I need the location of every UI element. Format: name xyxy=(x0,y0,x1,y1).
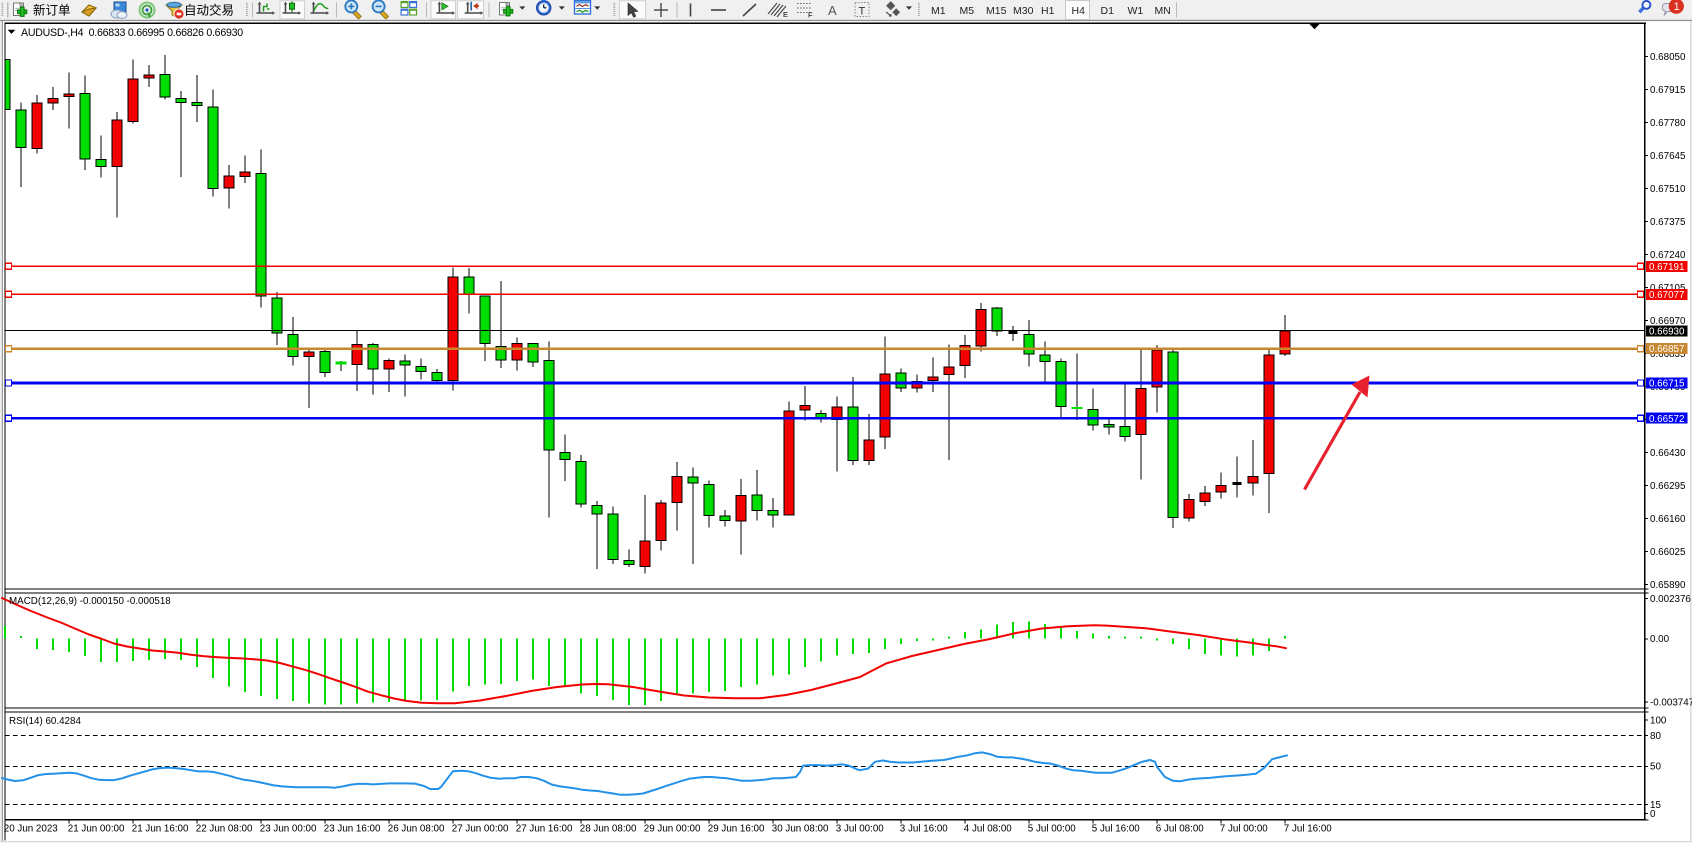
svg-text:0.65890: 0.65890 xyxy=(1650,580,1686,591)
svg-text:M30: M30 xyxy=(1013,5,1034,17)
svg-text:15: 15 xyxy=(1650,800,1661,811)
svg-text:0.67375: 0.67375 xyxy=(1650,217,1686,228)
svg-text:D1: D1 xyxy=(1101,5,1115,17)
svg-text:5 Jul 16:00: 5 Jul 16:00 xyxy=(1092,824,1140,835)
svg-text:29 Jun 16:00: 29 Jun 16:00 xyxy=(708,824,765,835)
svg-text:MN: MN xyxy=(1155,5,1171,17)
svg-text:80: 80 xyxy=(1650,731,1661,742)
svg-text:T: T xyxy=(859,6,866,18)
svg-text:0.66430: 0.66430 xyxy=(1650,448,1686,459)
svg-text:0.00: 0.00 xyxy=(1650,634,1670,645)
svg-text:0.66572: 0.66572 xyxy=(1649,414,1684,425)
svg-text:0.68050: 0.68050 xyxy=(1650,52,1686,63)
svg-text:0.67915: 0.67915 xyxy=(1650,85,1686,96)
svg-text:M1: M1 xyxy=(931,5,946,17)
svg-text:20 Jun 2023: 20 Jun 2023 xyxy=(4,824,58,835)
svg-text:新订单: 新订单 xyxy=(33,3,71,18)
svg-text:0.67191: 0.67191 xyxy=(1649,262,1684,273)
svg-text:0.66715: 0.66715 xyxy=(1649,379,1685,390)
svg-text:3 Jul 00:00: 3 Jul 00:00 xyxy=(836,824,884,835)
svg-text:M5: M5 xyxy=(960,5,975,17)
svg-text:0.67780: 0.67780 xyxy=(1650,118,1686,129)
svg-text:0: 0 xyxy=(1650,809,1656,820)
svg-text:26 Jun 08:00: 26 Jun 08:00 xyxy=(388,824,445,835)
svg-text:AUDUSD-,H4 0.66833 0.66995 0.: AUDUSD-,H4 0.66833 0.66995 0.66826 0.669… xyxy=(21,27,243,39)
svg-text:H1: H1 xyxy=(1041,5,1055,17)
svg-text:1: 1 xyxy=(1674,1,1680,13)
svg-text:27 Jun 00:00: 27 Jun 00:00 xyxy=(452,824,509,835)
svg-text:0.66970: 0.66970 xyxy=(1650,316,1686,327)
svg-text:3 Jul 16:00: 3 Jul 16:00 xyxy=(900,824,948,835)
svg-text:28 Jun 08:00: 28 Jun 08:00 xyxy=(580,824,637,835)
svg-text:H4: H4 xyxy=(1072,5,1086,17)
svg-text:30 Jun 08:00: 30 Jun 08:00 xyxy=(772,824,829,835)
svg-text:0.67240: 0.67240 xyxy=(1650,250,1686,261)
svg-text:22 Jun 08:00: 22 Jun 08:00 xyxy=(196,824,253,835)
svg-text:0.002376: 0.002376 xyxy=(1650,594,1691,605)
svg-text:0.66160: 0.66160 xyxy=(1650,514,1686,525)
svg-text:0.67077: 0.67077 xyxy=(1649,290,1684,301)
svg-text:21 Jun 00:00: 21 Jun 00:00 xyxy=(68,824,125,835)
svg-text:F: F xyxy=(808,11,813,20)
svg-text:E: E xyxy=(783,10,788,19)
svg-text:0.67105: 0.67105 xyxy=(1650,283,1686,294)
svg-text:A: A xyxy=(828,3,837,18)
svg-text:23 Jun 16:00: 23 Jun 16:00 xyxy=(324,824,381,835)
svg-text:100: 100 xyxy=(1650,716,1667,727)
svg-text:6 Jul 08:00: 6 Jul 08:00 xyxy=(1156,824,1204,835)
svg-text:RSI(14) 60.4284: RSI(14) 60.4284 xyxy=(9,716,81,727)
svg-text:29 Jun 00:00: 29 Jun 00:00 xyxy=(644,824,701,835)
svg-text:0.67645: 0.67645 xyxy=(1650,151,1686,162)
svg-text:-0.003747: -0.003747 xyxy=(1650,697,1692,708)
svg-text:50: 50 xyxy=(1650,762,1661,773)
svg-text:23 Jun 00:00: 23 Jun 00:00 xyxy=(260,824,317,835)
svg-text:4 Jul 08:00: 4 Jul 08:00 xyxy=(964,824,1012,835)
svg-text:21 Jun 16:00: 21 Jun 16:00 xyxy=(132,824,189,835)
svg-text:5 Jul 00:00: 5 Jul 00:00 xyxy=(1028,824,1076,835)
svg-text:27 Jun 16:00: 27 Jun 16:00 xyxy=(516,824,573,835)
svg-text:0.66857: 0.66857 xyxy=(1649,344,1684,355)
svg-text:7 Jul 16:00: 7 Jul 16:00 xyxy=(1284,824,1332,835)
svg-text:0.66025: 0.66025 xyxy=(1650,547,1686,558)
svg-text:MACD(12,26,9) -0.000150 -0.000: MACD(12,26,9) -0.000150 -0.000518 xyxy=(9,596,171,607)
svg-text:7 Jul 00:00: 7 Jul 00:00 xyxy=(1220,824,1268,835)
svg-text:0.67510: 0.67510 xyxy=(1650,184,1686,195)
svg-text:0.66295: 0.66295 xyxy=(1650,481,1686,492)
svg-text:M15: M15 xyxy=(986,5,1007,17)
svg-text:0.66835: 0.66835 xyxy=(1650,349,1686,360)
svg-text:自动交易: 自动交易 xyxy=(184,3,234,18)
svg-text:0.66930: 0.66930 xyxy=(1649,327,1685,338)
svg-text:W1: W1 xyxy=(1128,5,1144,17)
